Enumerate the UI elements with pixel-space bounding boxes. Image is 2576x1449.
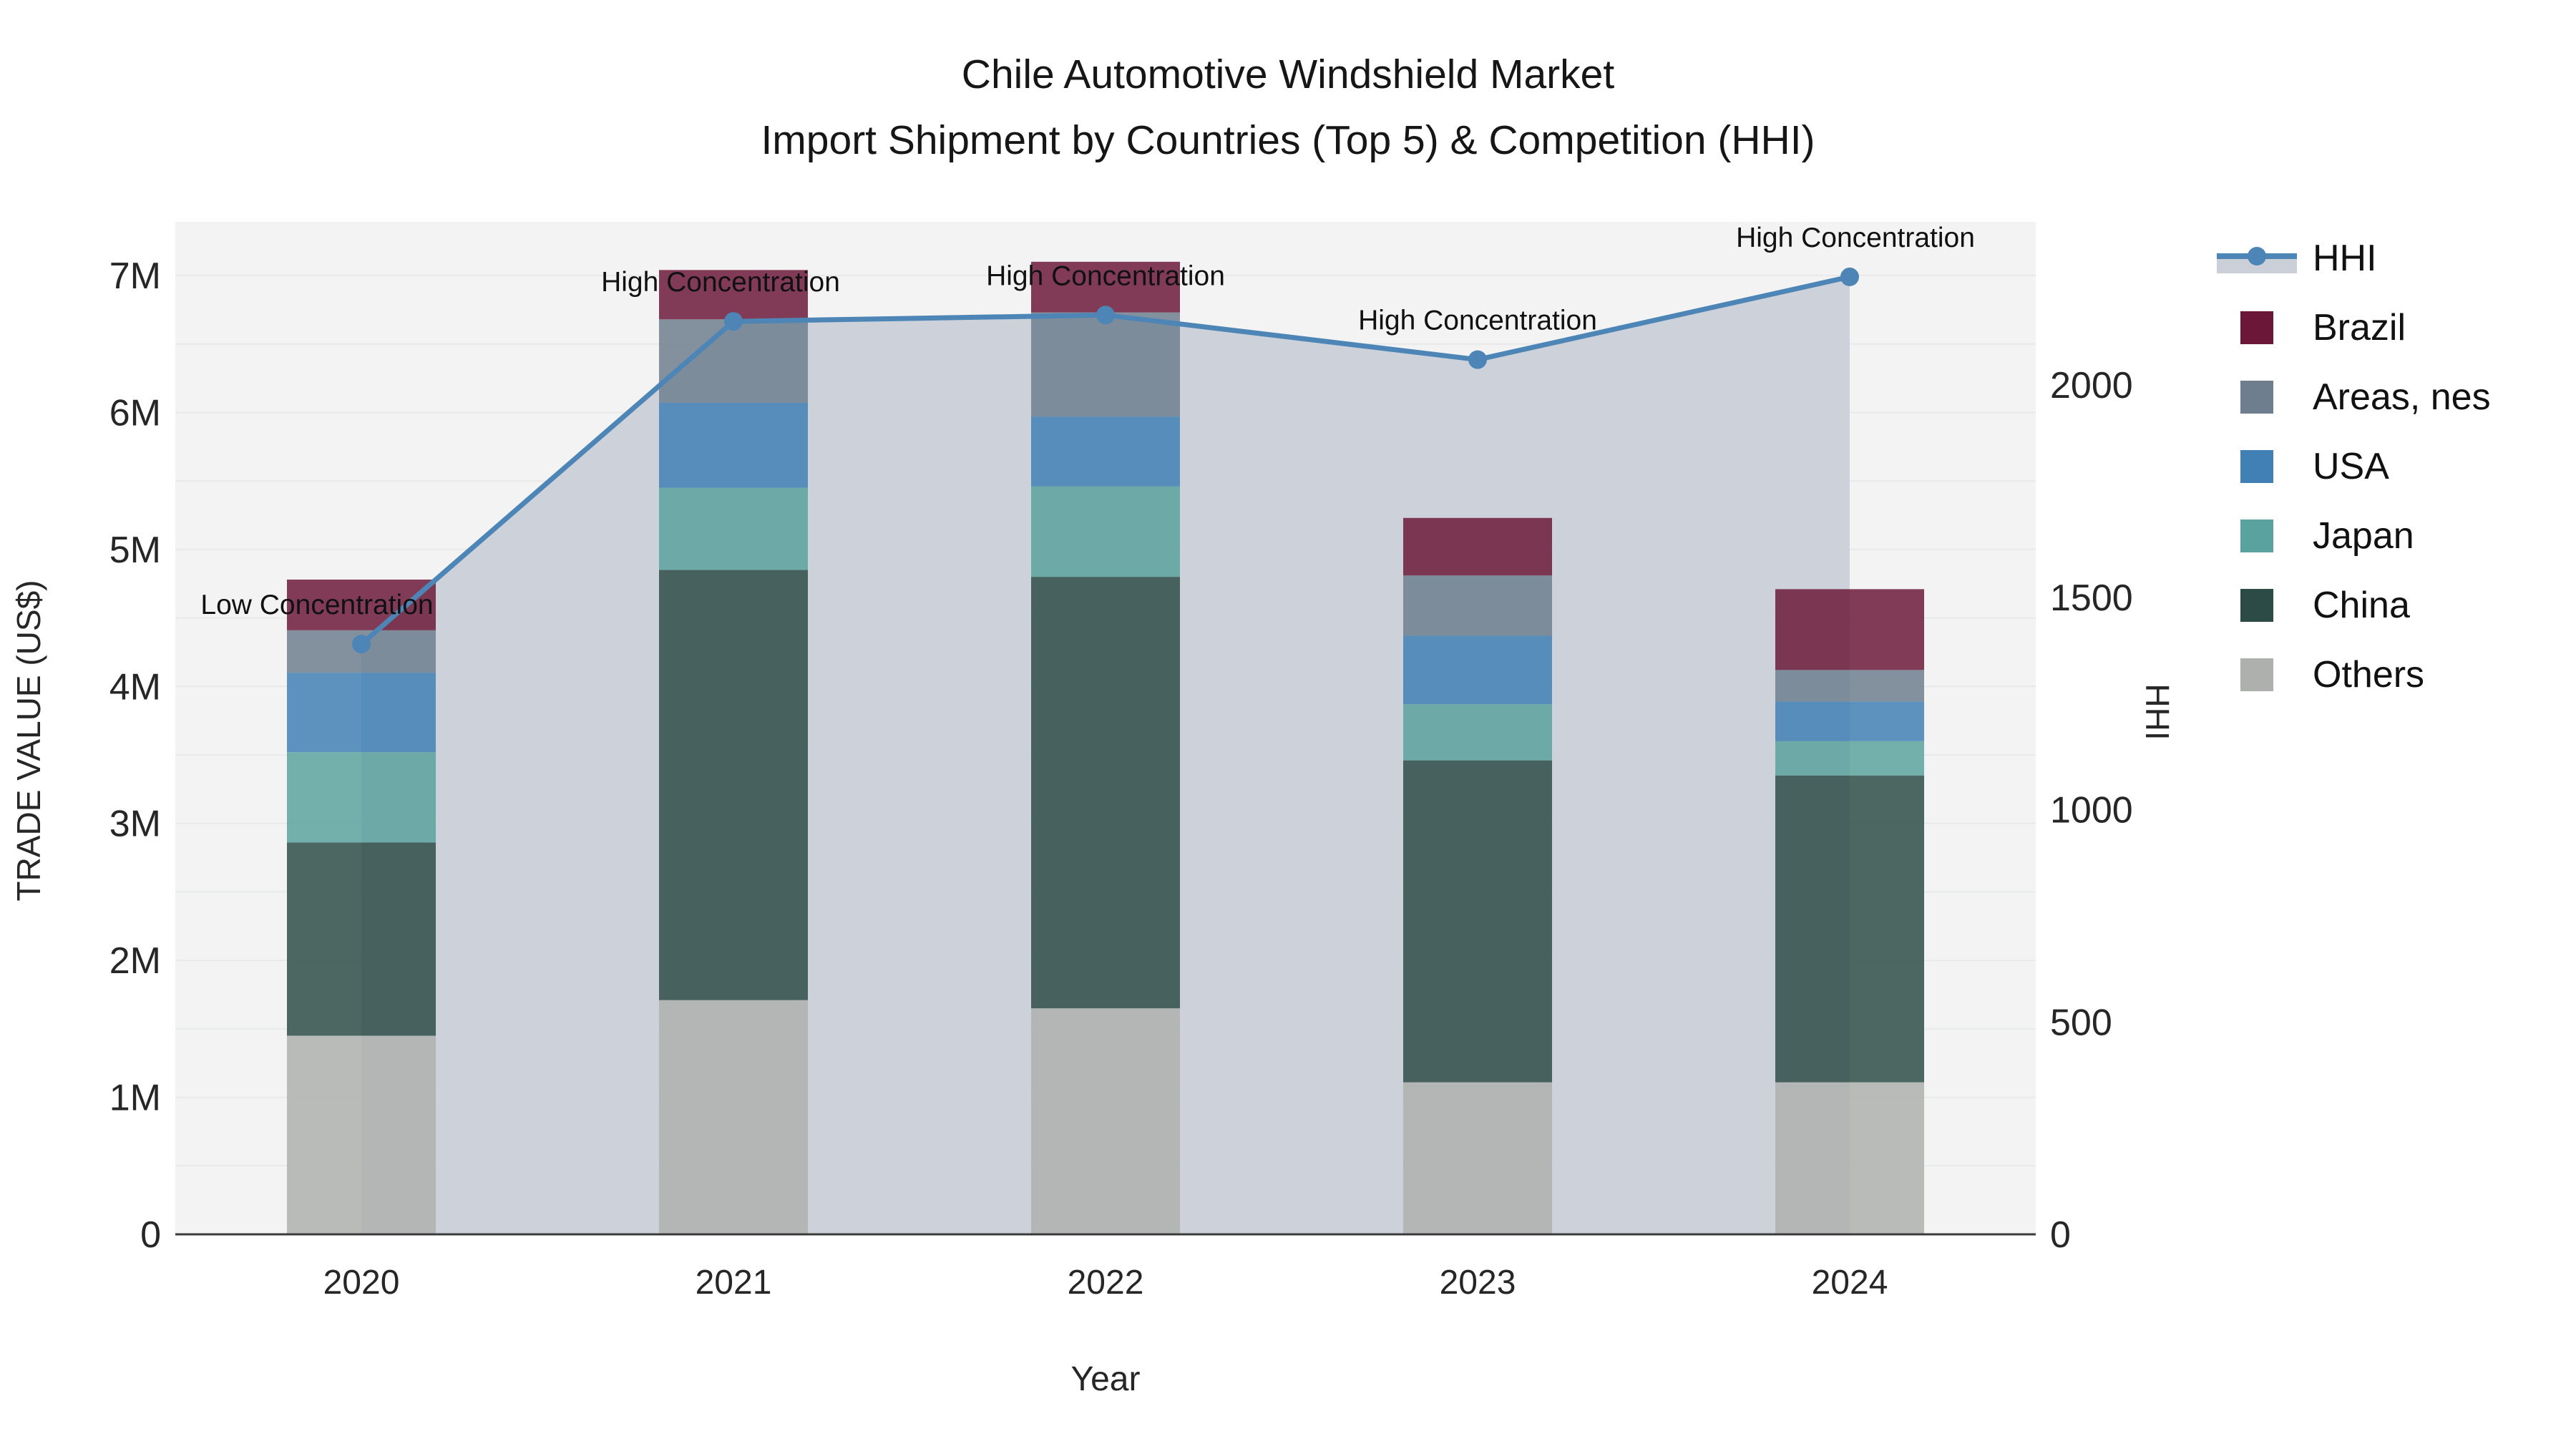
brazil-legend-swatch (2240, 311, 2273, 344)
legend-item-japan[interactable]: Japan (2217, 501, 2491, 570)
hhi-marker-2021[interactable] (724, 312, 743, 331)
annotation-2022: High Concentration (986, 260, 1225, 291)
bar-segment-china-2022[interactable] (1031, 577, 1180, 1009)
annotation-2023: High Concentration (1358, 306, 1597, 336)
y-axis-title: TRADE VALUE (US$) (10, 580, 47, 902)
bar-segment-others-2023[interactable] (1403, 1082, 1552, 1234)
bar-segment-areas_nes-2021[interactable] (659, 319, 808, 404)
legend-item-china[interactable]: China (2217, 570, 2491, 640)
hhi-marker-2024[interactable] (1840, 267, 1859, 286)
x-axis-tick-label-2024: 2024 (1812, 1264, 1888, 1302)
legend-label-hhi: HHI (2313, 237, 2377, 279)
legend-label-usa: USA (2313, 445, 2389, 487)
x-axis-tick-label-2023: 2023 (1440, 1264, 1516, 1302)
bar-segment-areas_nes-2022[interactable] (1031, 312, 1180, 417)
usa-legend-swatch (2240, 449, 2273, 483)
y-axis-tick-label: 7M (109, 255, 161, 297)
bar-segment-brazil-2023[interactable] (1403, 517, 1552, 576)
y-axis-tick-label: 0 (140, 1214, 161, 1256)
y-axis-tick-label: 4M (109, 666, 161, 708)
bar-segment-areas_nes-2024[interactable] (1775, 670, 1924, 702)
legend: HHI Brazil Areas, nes USA Japan China Others (2217, 223, 2491, 709)
bar-segment-china-2021[interactable] (659, 570, 808, 1000)
annotation-2024: High Concentration (1736, 223, 1975, 253)
annotation-2021: High Concentration (601, 267, 840, 298)
legend-item-usa[interactable]: USA (2217, 431, 2491, 501)
y2-axis-tick-label: 2000 (2050, 365, 2133, 406)
bar-segment-brazil-2022[interactable] (1031, 261, 1180, 313)
y-axis-tick-label: 1M (109, 1078, 161, 1119)
bar-segment-china-2024[interactable] (1775, 775, 1924, 1083)
bar-segment-areas_nes-2023[interactable] (1403, 575, 1552, 636)
bar-segment-others-2021[interactable] (659, 1000, 808, 1234)
y-axis-tick-label: 5M (109, 530, 161, 571)
bar-segment-usa-2024[interactable] (1775, 701, 1924, 741)
areas_nes-legend-swatch (2240, 380, 2273, 414)
legend-item-others[interactable]: Others (2217, 640, 2491, 709)
bar-segment-usa-2020[interactable] (287, 673, 436, 753)
y2-axis-tick-label: 1000 (2050, 790, 2133, 831)
y2-axis-title: HHI (2139, 683, 2176, 741)
bar-segment-others-2020[interactable] (287, 1035, 436, 1234)
x-axis-tick-label-2021: 2021 (696, 1264, 772, 1302)
bar-segment-usa-2023[interactable] (1403, 635, 1552, 705)
legend-label-japan: Japan (2313, 514, 2414, 557)
bar-segment-brazil-2020[interactable] (287, 579, 436, 630)
bar-segment-brazil-2024[interactable] (1775, 589, 1924, 670)
legend-item-brazil[interactable]: Brazil (2217, 293, 2491, 362)
bar-segment-usa-2021[interactable] (659, 403, 808, 488)
y-axis-tick-label: 3M (109, 804, 161, 845)
bar-segment-japan-2022[interactable] (1031, 486, 1180, 577)
bar-segment-japan-2023[interactable] (1403, 704, 1552, 761)
bar-segment-brazil-2021[interactable] (659, 270, 808, 320)
japan-legend-swatch (2240, 519, 2273, 552)
y2-axis-tick-label: 500 (2050, 1002, 2112, 1043)
legend-label-china: China (2313, 584, 2410, 626)
x-axis-tick-label-2022: 2022 (1068, 1264, 1144, 1302)
y-axis-tick-label: 6M (109, 392, 161, 434)
legend-label-areas_nes: Areas, nes (2313, 376, 2491, 418)
hhi-marker-2023[interactable] (1468, 350, 1487, 369)
hhi-legend-swatch (2217, 239, 2297, 278)
bar-segment-others-2024[interactable] (1775, 1082, 1924, 1234)
x-axis-title: Year (1070, 1360, 1141, 1398)
x-axis-tick-label-2020: 2020 (323, 1264, 400, 1302)
hhi-marker-2022[interactable] (1096, 306, 1115, 325)
y-axis-tick-label: 2M (109, 940, 161, 982)
legend-label-brazil: Brazil (2313, 306, 2406, 348)
y2-axis-tick-label: 0 (2050, 1214, 2071, 1256)
china-legend-swatch (2240, 588, 2273, 622)
bar-segment-china-2023[interactable] (1403, 760, 1552, 1083)
bar-segment-japan-2024[interactable] (1775, 741, 1924, 776)
bar-segment-china-2020[interactable] (287, 842, 436, 1036)
bar-segment-usa-2022[interactable] (1031, 416, 1180, 487)
bar-segment-others-2022[interactable] (1031, 1008, 1180, 1234)
bar-segment-japan-2020[interactable] (287, 752, 436, 843)
hhi-marker-2020[interactable] (352, 635, 371, 654)
legend-item-hhi[interactable]: HHI (2217, 223, 2491, 293)
y2-axis-tick-label: 1500 (2050, 577, 2133, 619)
legend-item-areas_nes[interactable]: Areas, nes (2217, 362, 2491, 431)
annotation-2020: Low Concentration (200, 590, 433, 620)
others-legend-swatch (2240, 658, 2273, 691)
legend-label-others: Others (2313, 653, 2425, 696)
bar-segment-japan-2021[interactable] (659, 487, 808, 570)
